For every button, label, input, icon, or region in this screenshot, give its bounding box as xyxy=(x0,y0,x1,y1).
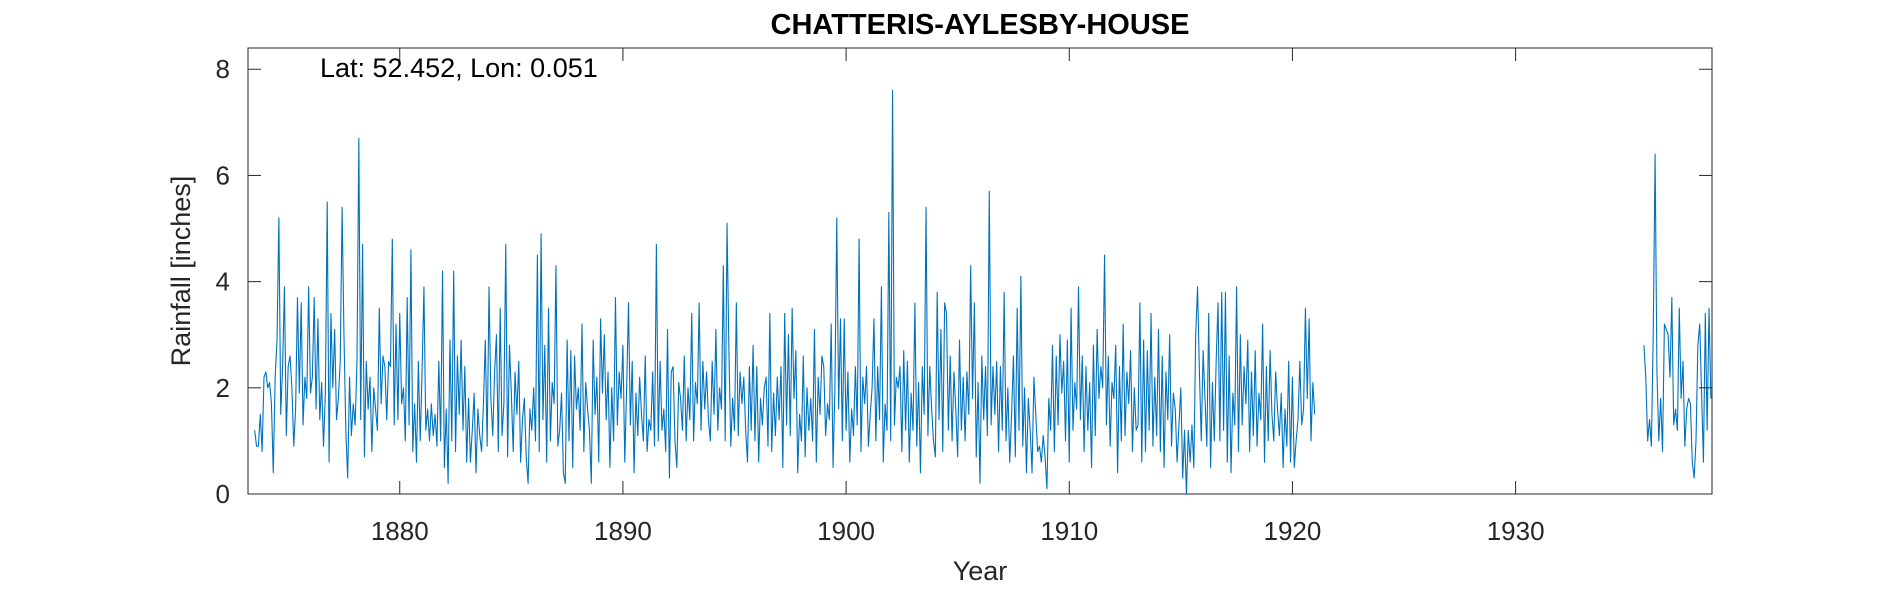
y-axis-label: Rainfall [inches] xyxy=(166,176,196,367)
x-tick-label-1880: 1880 xyxy=(371,516,429,546)
x-tick-label-1900: 1900 xyxy=(817,516,875,546)
x-tick-label-1910: 1910 xyxy=(1040,516,1098,546)
location-annotation: Lat: 52.452, Lon: 0.051 xyxy=(320,53,598,83)
y-tick-label-8: 8 xyxy=(216,54,230,84)
axis-ticks xyxy=(248,48,1712,495)
x-tick-label-1930: 1930 xyxy=(1487,516,1545,546)
plot-area-box xyxy=(247,47,1713,495)
rainfall-series-line-2 xyxy=(1643,153,1712,479)
y-tick-label-4: 4 xyxy=(216,267,230,297)
rainfall-series-line-1 xyxy=(254,89,1316,495)
x-axis-label: Year xyxy=(953,556,1008,586)
x-tick-label-1920: 1920 xyxy=(1264,516,1322,546)
x-tick-label-1890: 1890 xyxy=(594,516,652,546)
rainfall-line-group xyxy=(254,89,1712,495)
tick-labels: 1880 1890 1900 1910 1920 1930 0 2 4 6 8 xyxy=(216,54,1545,546)
y-tick-label-6: 6 xyxy=(216,160,230,190)
y-tick-label-0: 0 xyxy=(216,479,230,509)
y-tick-label-2: 2 xyxy=(216,373,230,403)
chart-title: CHATTERIS-AYLESBY-HOUSE xyxy=(771,9,1190,41)
